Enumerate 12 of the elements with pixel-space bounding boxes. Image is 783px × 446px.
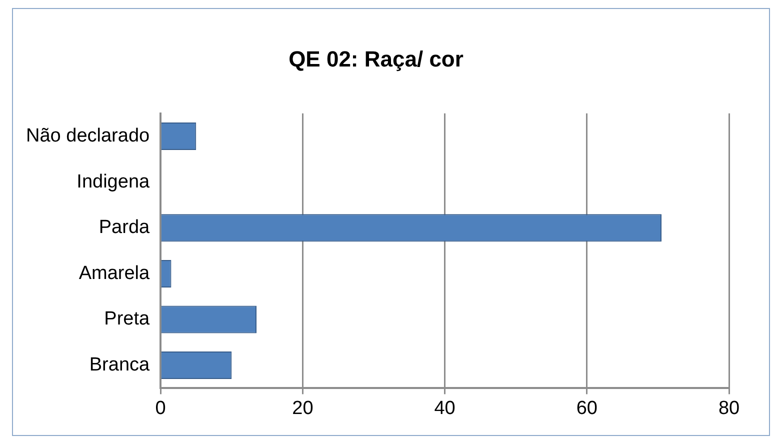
chart-title: QE 02: Raça/ cor <box>288 46 464 72</box>
y-tick-label: Indigena <box>76 171 150 192</box>
y-tick-label: Preta <box>104 308 150 330</box>
x-tick-label: 0 <box>155 398 166 419</box>
x-tick-label: 60 <box>576 398 598 419</box>
y-tick-label: Amarela <box>78 262 150 284</box>
y-tick-label: Parda <box>98 217 150 238</box>
x-tick-label: 40 <box>434 398 456 419</box>
y-tick-label: Branca <box>89 354 150 376</box>
x-tick-label: 80 <box>718 398 740 419</box>
x-tick-label: 20 <box>292 398 314 419</box>
y-tick-label: Não declarado <box>26 126 150 147</box>
